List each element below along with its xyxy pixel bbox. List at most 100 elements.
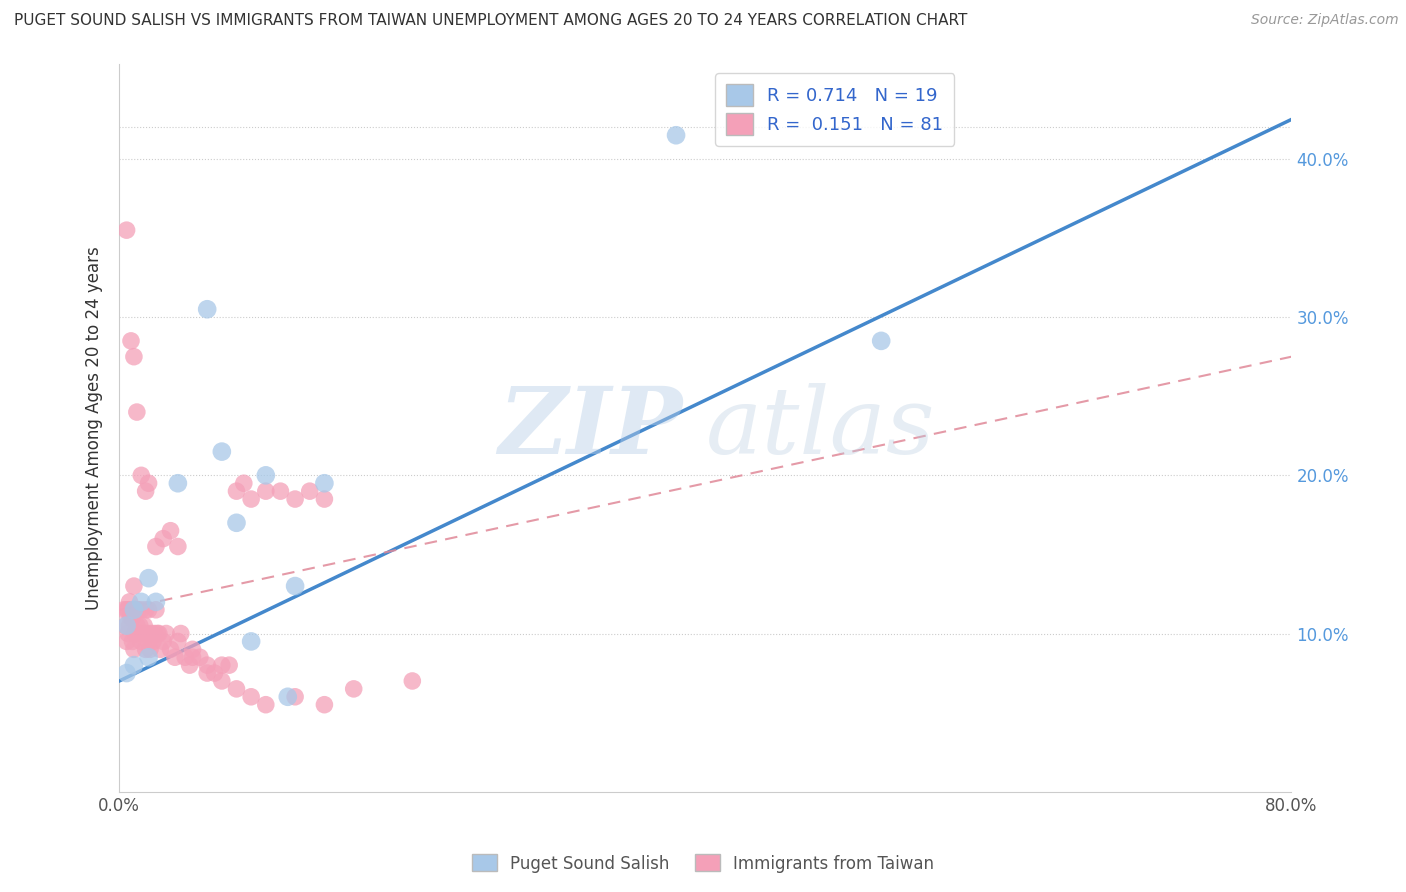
Point	[115, 634, 138, 648]
Point	[135, 603, 157, 617]
Text: atlas: atlas	[706, 383, 935, 473]
Point	[665, 128, 688, 143]
Point	[129, 634, 152, 648]
Point	[122, 603, 145, 617]
Point	[114, 618, 136, 632]
Point	[174, 650, 197, 665]
Point	[159, 524, 181, 538]
Point	[143, 626, 166, 640]
Point	[225, 484, 247, 499]
Point	[122, 603, 145, 617]
Point	[298, 484, 321, 499]
Point	[127, 626, 149, 640]
Point	[124, 626, 146, 640]
Point	[125, 405, 148, 419]
Legend: Puget Sound Salish, Immigrants from Taiwan: Puget Sound Salish, Immigrants from Taiw…	[465, 847, 941, 880]
Point	[115, 618, 138, 632]
Point	[115, 223, 138, 237]
Point	[138, 476, 160, 491]
Point	[159, 642, 181, 657]
Point	[167, 476, 190, 491]
Point	[129, 468, 152, 483]
Point	[135, 484, 157, 499]
Point	[125, 603, 148, 617]
Point	[284, 690, 307, 704]
Point	[240, 634, 263, 648]
Point	[401, 673, 423, 688]
Point	[155, 626, 177, 640]
Point	[142, 634, 165, 648]
Point	[284, 491, 307, 506]
Point	[122, 642, 145, 657]
Point	[118, 595, 141, 609]
Point	[125, 618, 148, 632]
Point	[127, 603, 149, 617]
Point	[145, 540, 167, 554]
Point	[129, 603, 152, 617]
Point	[120, 603, 142, 617]
Point	[117, 626, 139, 640]
Point	[254, 698, 277, 712]
Point	[167, 634, 190, 648]
Point	[115, 666, 138, 681]
Point	[225, 516, 247, 530]
Point	[115, 603, 138, 617]
Point	[145, 603, 167, 617]
Point	[122, 350, 145, 364]
Point	[314, 698, 336, 712]
Y-axis label: Unemployment Among Ages 20 to 24 years: Unemployment Among Ages 20 to 24 years	[86, 246, 103, 610]
Point	[195, 666, 218, 681]
Point	[204, 666, 226, 681]
Point	[149, 642, 172, 657]
Point	[139, 642, 162, 657]
Point	[870, 334, 893, 348]
Point	[284, 579, 307, 593]
Point	[277, 690, 299, 704]
Point	[138, 571, 160, 585]
Point	[181, 650, 204, 665]
Point	[240, 491, 263, 506]
Point	[132, 626, 155, 640]
Legend: R = 0.714   N = 19, R =  0.151   N = 81: R = 0.714 N = 19, R = 0.151 N = 81	[716, 73, 955, 146]
Point	[129, 595, 152, 609]
Point	[254, 468, 277, 483]
Point	[152, 532, 174, 546]
Point	[120, 610, 142, 624]
Text: ZIP: ZIP	[498, 383, 682, 473]
Point	[314, 491, 336, 506]
Point	[122, 579, 145, 593]
Point	[121, 634, 143, 648]
Point	[122, 658, 145, 673]
Point	[138, 603, 160, 617]
Point	[163, 650, 186, 665]
Point	[167, 540, 190, 554]
Point	[343, 681, 366, 696]
Text: PUGET SOUND SALISH VS IMMIGRANTS FROM TAIWAN UNEMPLOYMENT AMONG AGES 20 TO 24 YE: PUGET SOUND SALISH VS IMMIGRANTS FROM TA…	[14, 13, 967, 29]
Point	[195, 302, 218, 317]
Point	[112, 603, 135, 617]
Point	[218, 658, 240, 673]
Point	[269, 484, 291, 499]
Point	[148, 626, 170, 640]
Point	[138, 650, 160, 665]
Point	[314, 476, 336, 491]
Point	[225, 681, 247, 696]
Point	[145, 595, 167, 609]
Point	[134, 618, 156, 632]
Point	[188, 650, 211, 665]
Point	[240, 690, 263, 704]
Point	[254, 484, 277, 499]
Point	[211, 658, 233, 673]
Point	[170, 626, 193, 640]
Point	[211, 673, 233, 688]
Point	[211, 444, 233, 458]
Point	[152, 634, 174, 648]
Point	[136, 626, 159, 640]
Point	[120, 334, 142, 348]
Point	[146, 626, 169, 640]
Point	[121, 610, 143, 624]
Point	[232, 476, 254, 491]
Point	[181, 642, 204, 657]
Point	[138, 634, 160, 648]
Point	[179, 658, 201, 673]
